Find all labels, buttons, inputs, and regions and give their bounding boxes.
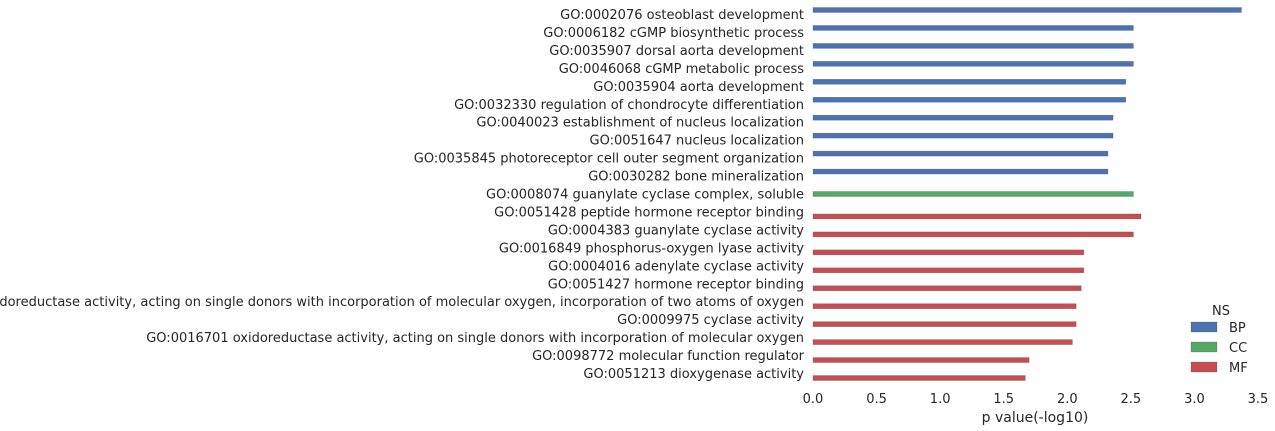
y-tick-label: GO:0051428 peptide hormone receptor bind… [494, 205, 804, 220]
x-tick-label: 3.5 [1248, 392, 1269, 407]
legend-title: NS [1212, 304, 1230, 319]
bar-cc [812, 191, 1134, 197]
legend-label-cc: CC [1229, 341, 1247, 356]
bar-mf [812, 267, 1085, 274]
bar-mf [812, 231, 1134, 238]
y-tick-label: GO:0098772 molecular function regulator [532, 349, 805, 364]
y-tick-label: GO:0006182 cGMP biosynthetic process [543, 26, 804, 41]
y-tick-label: GO:0004383 guanylate cyclase activity [548, 223, 804, 238]
x-tick-label: 3.0 [1184, 392, 1205, 407]
x-tick-label: 2.0 [1057, 392, 1078, 407]
y-tick-label: GO:0035845 photoreceptor cell outer segm… [414, 152, 804, 167]
x-tick-label: 1.5 [993, 392, 1014, 407]
legend: NS BP CC MF [1190, 304, 1248, 376]
x-axis-label: p value(-log10) [982, 410, 1089, 426]
bar-bp [812, 168, 1109, 175]
bar-bp [812, 132, 1114, 139]
bar-mf [812, 213, 1142, 220]
y-tick-label: GO:0051213 dioxygenase activity [583, 367, 804, 382]
x-tick-label: 1.0 [930, 392, 951, 407]
y-tick-label: GO:0051427 hormone receptor binding [548, 277, 804, 292]
bar-mf [812, 303, 1077, 310]
bar-mf [812, 357, 1030, 363]
x-axis-ticks: 0.0 0.5 1.0 1.5 2.0 2.5 3.0 3.5 [803, 392, 1269, 407]
bar-bp [812, 114, 1114, 121]
legend-swatch-mf [1190, 361, 1218, 373]
y-tick-label: GO:0030282 bone mineralization [588, 170, 804, 185]
legend-swatch-bp [1190, 321, 1218, 333]
bar-mf [812, 339, 1073, 345]
y-tick-label: GO:0032330 regulation of chondrocyte dif… [454, 98, 804, 113]
x-tick-label: 2.5 [1121, 392, 1142, 407]
y-tick-label: GO:0046068 cGMP metabolic process [559, 62, 805, 77]
bar-bp [812, 150, 1109, 157]
legend-swatch-cc [1190, 341, 1218, 353]
bar-bp [812, 43, 1134, 49]
bar-bp [812, 96, 1127, 103]
bars [812, 7, 1242, 381]
legend-label-bp: BP [1229, 321, 1246, 336]
bar-mf [812, 375, 1026, 381]
bar-mf [812, 321, 1077, 327]
y-tick-label: GO:0051647 nucleus localization [590, 134, 804, 149]
y-tick-label: GO:0008074 guanylate cyclase complex, so… [486, 188, 804, 203]
y-tick-label: GO:0040023 establishment of nucleus loca… [476, 116, 804, 131]
legend-entries: BP CC MF [1190, 321, 1248, 376]
bar-mf [812, 285, 1082, 292]
x-tick-label: 0.0 [803, 392, 824, 407]
y-tick-label: GO:0016849 phosphorus-oxygen lyase activ… [499, 241, 804, 256]
y-tick-label: GO:0004016 adenylate cyclase activity [548, 259, 804, 274]
y-tick-label: GO:0035904 aorta development [593, 80, 804, 95]
y-tick-label: GO:0002076 osteoblast development [560, 8, 804, 23]
y-tick-label: GO:0035907 dorsal aorta development [549, 44, 804, 59]
legend-label-mf: MF [1229, 361, 1248, 376]
x-tick-label: 0.5 [866, 392, 887, 407]
y-axis-labels: GO:0002076 osteoblast development GO:0006… [0, 8, 805, 382]
bar-bp [812, 61, 1134, 67]
bar-bp [812, 25, 1134, 31]
y-tick-label: GO:0009975 cyclase activity [617, 313, 804, 328]
bar-bp [812, 79, 1127, 85]
bar-bp [812, 7, 1242, 13]
y-tick-label: GO:0016701 oxidoreductase activity, acti… [146, 331, 804, 346]
y-tick-label: GO:0016702 oxidoreductase activity, acti… [0, 295, 804, 310]
bar-mf [812, 249, 1085, 256]
